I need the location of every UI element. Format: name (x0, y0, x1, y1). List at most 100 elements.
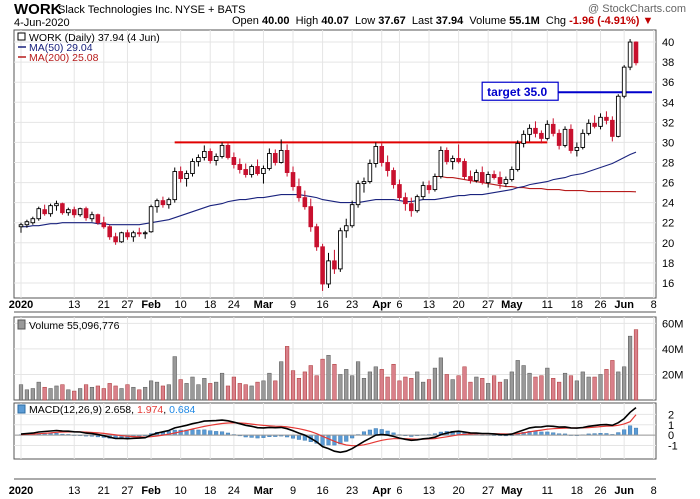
candle-body (627, 41, 633, 68)
volume-bar (580, 371, 585, 401)
x-tick-label: 2020 (9, 299, 33, 311)
last-value: 37.94 (435, 15, 464, 27)
candle-body (343, 225, 349, 232)
candle-body (568, 128, 574, 151)
candle-body (326, 260, 331, 285)
candle-body (409, 203, 414, 212)
x-tick-label-bottom: 8 (651, 485, 657, 497)
volume-bar (320, 358, 325, 401)
macd-histogram-bar (361, 431, 367, 436)
macd-histogram-bar (533, 431, 538, 436)
volume-bar (474, 376, 479, 401)
macd-legend-part: 2.658 (105, 404, 131, 416)
volume-bar (113, 385, 118, 401)
ohlc-summary: Open 40.00 High 40.07 Low 37.67 Last 37.… (232, 15, 653, 27)
x-tick-label: 27 (482, 299, 494, 311)
macd-legend-part: MACD(12,26,9) (29, 404, 105, 416)
candle-body (539, 132, 544, 139)
volume-bar (503, 379, 508, 401)
candle-body (485, 174, 491, 184)
candle-body (255, 166, 260, 174)
candle-body (131, 232, 136, 238)
x-tick-label-bottom: 13 (423, 485, 435, 497)
volume-bar (119, 388, 124, 401)
volume-bar (415, 371, 420, 401)
exchange-label: NYSE + BATS (175, 4, 246, 16)
volume-bar (421, 381, 426, 401)
volume-bar (314, 375, 319, 401)
volume-bar (391, 363, 396, 401)
candle-body (178, 171, 183, 180)
target-label: target 35.0 (487, 85, 547, 99)
volume-bar (137, 389, 142, 401)
candle-body (207, 151, 213, 161)
volume-bar (397, 380, 402, 401)
macd-histogram-bar (633, 427, 639, 436)
volume-bar (66, 389, 71, 401)
candle-body (468, 176, 473, 182)
macd-histogram-bar (214, 431, 219, 436)
volume-bar (456, 375, 461, 401)
candle-body (290, 172, 296, 188)
x-tick-label-bottom: 24 (228, 485, 240, 497)
candle-body (77, 208, 83, 216)
candle-body (533, 127, 538, 134)
volume-bar (521, 365, 526, 401)
chart-header: WORK Slack Technologies Inc. NYSE + BATS… (0, 0, 700, 30)
macd-histogram-bar (220, 431, 225, 436)
candle-body (60, 203, 65, 214)
volume-bar (208, 383, 213, 401)
candle-body (621, 66, 627, 97)
volume-bar (598, 374, 603, 401)
volume-bar (243, 384, 248, 401)
price-legend-swatch (17, 32, 26, 41)
candle-body (119, 232, 124, 243)
price-tick-label: 24 (662, 198, 674, 210)
x-tick-label: 23 (346, 299, 358, 311)
volume-bar (379, 369, 384, 401)
volume-bar (622, 366, 627, 401)
candle-body (231, 157, 237, 165)
candle-body (438, 149, 444, 177)
volume-bar (344, 369, 349, 401)
volume-bar (432, 367, 438, 401)
candle-body (361, 181, 367, 185)
x-tick-label: 20 (452, 299, 464, 311)
candle-body (615, 95, 621, 137)
ma50-legend: MA(50) 29.04 (29, 42, 93, 54)
candle-body (367, 163, 373, 183)
price-tick-label: 32 (662, 117, 674, 129)
x-tick-label: 13 (68, 299, 80, 311)
x-tick-label: 13 (423, 299, 435, 311)
volume-legend-swatch (17, 319, 26, 330)
volume-bar (190, 376, 195, 401)
volume-bar (131, 386, 136, 401)
candle-body (633, 41, 639, 64)
candle-body (497, 177, 503, 185)
candle-body (320, 246, 325, 285)
candle-body (314, 226, 319, 248)
price-tick-label: 30 (662, 137, 674, 149)
x-tick-label: Apr (372, 299, 392, 311)
macd-histogram-bar (326, 434, 331, 446)
x-tick-label: 24 (228, 299, 240, 311)
low-value: 37.67 (378, 15, 406, 27)
macd-tick-label: -1 (668, 441, 678, 453)
candle-body (308, 206, 314, 228)
x-tick-label: 9 (290, 299, 296, 311)
candle-body (586, 122, 591, 134)
volume-bar (160, 385, 166, 401)
change-value: -1.96 (-4.91%) (569, 15, 640, 27)
ticker-symbol: WORK (14, 1, 62, 18)
x-tick-label-bottom: Feb (141, 485, 161, 497)
volume-bar (48, 388, 53, 401)
volume-bar (78, 388, 83, 401)
x-tick-label: 10 (175, 299, 187, 311)
volume-bar (166, 384, 171, 401)
candle-body (213, 156, 219, 161)
x-tick-label: 8 (651, 299, 657, 311)
candle-body (261, 168, 266, 174)
candle-body (278, 149, 284, 163)
volume-bar (107, 383, 112, 401)
